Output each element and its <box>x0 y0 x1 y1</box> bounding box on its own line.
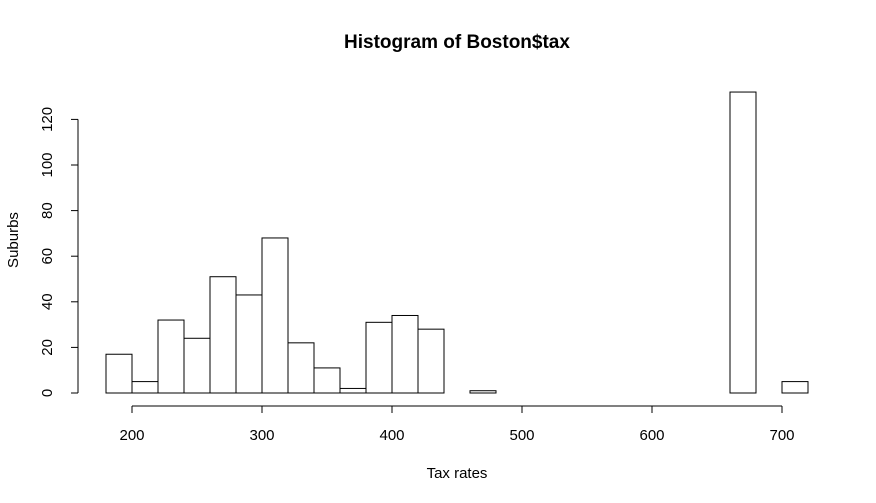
histogram-bar-8 <box>313 367 341 394</box>
x-axis-label: Tax rates <box>427 465 488 482</box>
histogram-bar-9 <box>339 387 367 394</box>
histogram-bar-3 <box>183 337 211 394</box>
x-tick-label-4: 600 <box>639 427 664 444</box>
y-axis: 0 20 40 60 80 100 120 <box>39 107 79 397</box>
x-tick-label-1: 300 <box>249 427 274 444</box>
x-axis: 200 300 400 500 600 700 <box>119 405 795 444</box>
histogram-bar-4 <box>209 276 237 394</box>
x-tick-label-5: 700 <box>769 427 794 444</box>
histogram-bar-1 <box>131 381 159 394</box>
y-tick-label-0: 0 <box>39 389 56 397</box>
histogram-bar-6 <box>261 237 289 394</box>
histogram-bar-2 <box>157 319 185 394</box>
y-tick-label-5: 100 <box>39 152 56 177</box>
chart-title: Histogram of Boston$tax <box>344 32 570 53</box>
histogram-bar-26 <box>781 381 809 394</box>
y-axis-label: Suburbs <box>5 212 22 268</box>
histogram-bar-11 <box>391 314 419 394</box>
histogram-bar-10 <box>365 321 393 394</box>
y-tick-label-4: 80 <box>39 202 56 219</box>
histogram-bar-5 <box>235 294 263 394</box>
histogram-bar-7 <box>287 342 315 394</box>
y-tick-label-2: 40 <box>39 293 56 310</box>
y-tick-label-3: 60 <box>39 248 56 265</box>
y-tick-label-1: 20 <box>39 339 56 356</box>
histogram-bar-14 <box>469 390 497 394</box>
histogram-bar-12 <box>417 328 445 394</box>
bars-group <box>105 91 809 394</box>
histogram-bar-0 <box>105 353 133 394</box>
x-tick-label-0: 200 <box>119 427 144 444</box>
histogram-bar-24 <box>729 91 757 394</box>
x-tick-label-3: 500 <box>509 427 534 444</box>
x-tick-label-2: 400 <box>379 427 404 444</box>
y-tick-label-6: 120 <box>39 107 56 132</box>
